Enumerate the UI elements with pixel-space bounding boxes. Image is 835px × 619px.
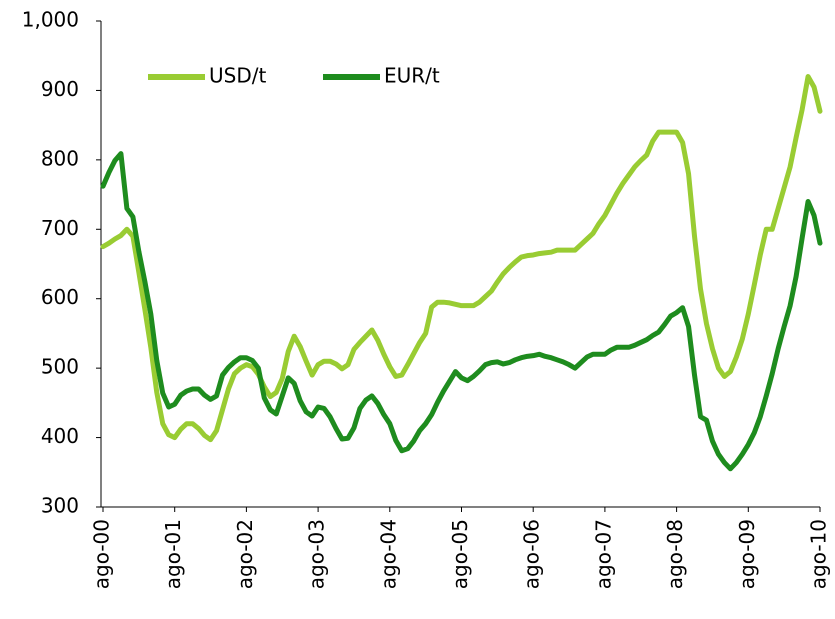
x-tick-label: ago-09 <box>735 519 759 589</box>
x-tick-label: ago-01 <box>161 519 185 589</box>
line-series <box>100 74 823 443</box>
x-tick-label: ago-04 <box>376 519 400 589</box>
y-tick-label: 300 <box>41 494 79 518</box>
x-tick-label: ago-06 <box>520 519 544 589</box>
y-tick-label: 900 <box>41 77 79 101</box>
y-tick-label: 1,000 <box>22 8 79 32</box>
legend-label: USD/t <box>209 64 266 88</box>
x-tick-label: ago-00 <box>90 519 114 589</box>
x-tick-label: ago-08 <box>663 519 687 589</box>
y-tick-label: 800 <box>41 146 79 170</box>
line-series <box>100 151 823 472</box>
x-tick-label: ago-05 <box>448 519 472 589</box>
legend-label: EUR/t <box>384 64 440 88</box>
x-tick-label: ago-10 <box>807 519 831 589</box>
y-tick-label: 500 <box>41 355 79 379</box>
y-tick-label: 400 <box>41 424 79 448</box>
x-tick-label: ago-03 <box>305 519 329 589</box>
x-tick-label: ago-02 <box>233 519 257 589</box>
y-tick-label: 700 <box>41 216 79 240</box>
y-tick-label: 600 <box>41 285 79 309</box>
x-tick-label: ago-07 <box>591 519 615 589</box>
